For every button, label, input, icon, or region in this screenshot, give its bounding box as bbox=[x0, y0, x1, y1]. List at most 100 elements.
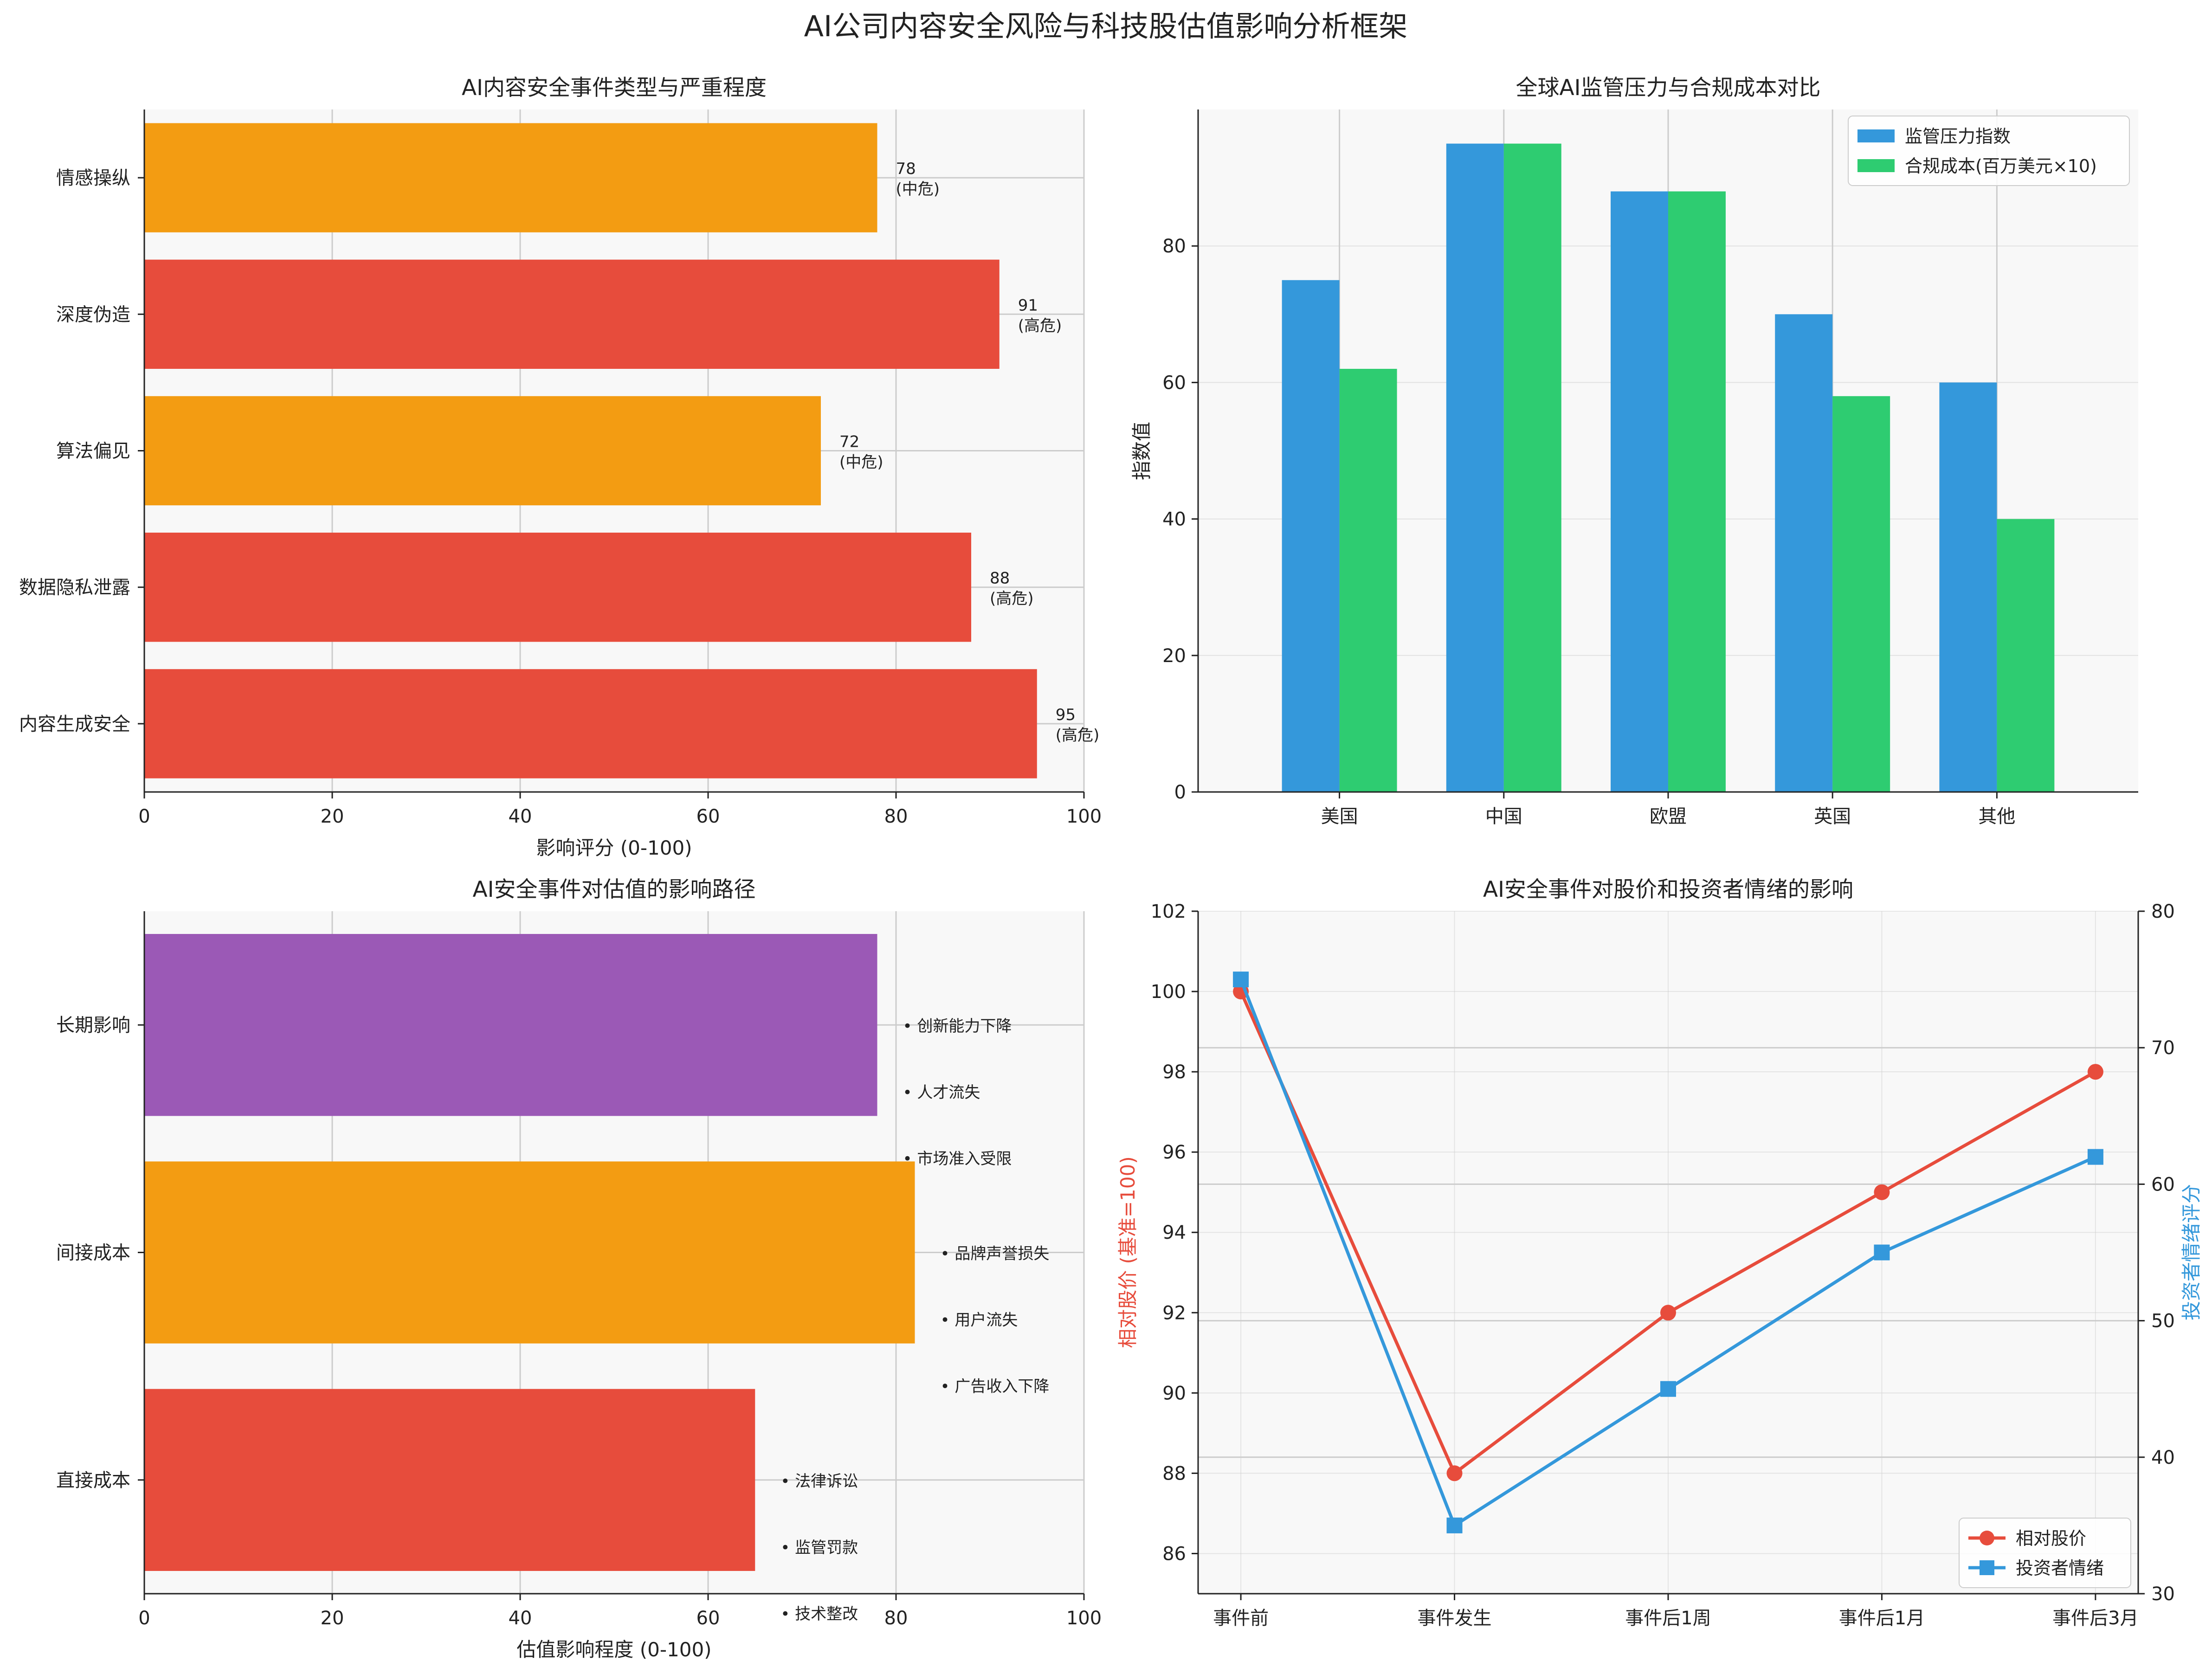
timeline-point bbox=[1660, 1305, 1676, 1321]
timeline-legend-marker bbox=[1980, 1560, 1994, 1575]
paths-detail-label: • 创新能力下降 bbox=[903, 1017, 1012, 1036]
timeline-plot-area bbox=[1198, 911, 2138, 1594]
regulation-bar bbox=[1446, 143, 1504, 792]
timeline-point bbox=[1874, 1184, 1890, 1200]
incidents-tick-label-x: 40 bbox=[509, 806, 532, 827]
regulation-bar bbox=[1997, 519, 2055, 792]
regulation-bar bbox=[1503, 143, 1561, 792]
timeline-tick-label-left: 94 bbox=[1162, 1222, 1186, 1243]
paths-detail-label: • 市场准入受限 bbox=[903, 1150, 1012, 1168]
timeline-tick-label-left: 88 bbox=[1162, 1463, 1186, 1484]
regulation-legend-label: 监管压力指数 bbox=[1905, 126, 2011, 147]
timeline-tick-label-right: 60 bbox=[2151, 1174, 2175, 1195]
timeline-tick-label-left: 98 bbox=[1162, 1062, 1186, 1083]
regulation-bar bbox=[1339, 368, 1397, 792]
paths-detail-label: • 技术整改 bbox=[780, 1605, 858, 1623]
paths-category-label: 间接成本 bbox=[56, 1242, 130, 1264]
regulation-category-label: 美国 bbox=[1321, 806, 1358, 827]
timeline-tick-label-x: 事件发生 bbox=[1418, 1608, 1492, 1629]
incidents-bar bbox=[144, 259, 1000, 369]
timeline-tick-label-right: 70 bbox=[2151, 1037, 2175, 1059]
incidents-level-label: (高危) bbox=[990, 590, 1034, 608]
incidents-x-axis-label: 影响评分 (0-100) bbox=[536, 837, 692, 859]
regulation-category-label: 英国 bbox=[1814, 806, 1851, 827]
paths-tick-label-x: 80 bbox=[884, 1608, 908, 1629]
regulation-bar bbox=[1775, 314, 1833, 792]
paths-title: AI安全事件对估值的影响路径 bbox=[472, 877, 755, 902]
regulation-title: 全球AI监管压力与合规成本对比 bbox=[1516, 75, 1820, 101]
incidents-value-label: 95 bbox=[1056, 706, 1076, 724]
incidents-tick-label-x: 60 bbox=[696, 806, 720, 827]
figure-title: AI公司内容安全风险与科技股估值影响分析框架 bbox=[804, 9, 1408, 43]
regulation-legend-swatch bbox=[1857, 129, 1895, 142]
timeline-tick-label-left: 90 bbox=[1162, 1383, 1186, 1404]
regulation-legend-label: 合规成本(百万美元×10) bbox=[1905, 156, 2097, 176]
incidents-value-label: 72 bbox=[839, 433, 859, 451]
incidents-value-label: 91 bbox=[1018, 296, 1038, 315]
chart-incidents: 0 20 40 60 80 100 内容生成安全 95 (高危) 数据隐私泄露 88 (高危) 算法偏见… bbox=[19, 75, 1102, 859]
timeline-legend-label: 投资者情绪 bbox=[2016, 1558, 2104, 1578]
paths-detail-label: • 品牌声誉损失 bbox=[941, 1245, 1050, 1263]
timeline-point bbox=[2087, 1149, 2103, 1165]
timeline-point bbox=[1446, 1465, 1463, 1481]
incidents-category-label: 深度伪造 bbox=[56, 304, 130, 325]
chart-timeline: 86 88 90 92 94 96 98 100 102 30 40 50 60 70 80 事件前 事件发生 事… bbox=[1116, 877, 2203, 1629]
regulation-category-label: 欧盟 bbox=[1650, 806, 1687, 827]
incidents-bar bbox=[144, 669, 1037, 779]
regulation-legend-swatch bbox=[1857, 159, 1895, 172]
timeline-tick-label-right: 80 bbox=[2151, 901, 2175, 922]
incidents-level-label: (高危) bbox=[1056, 726, 1100, 745]
timeline-point bbox=[1660, 1381, 1676, 1397]
paths-tick-label-x: 100 bbox=[1066, 1608, 1102, 1629]
paths-x-axis-label: 估值影响程度 (0-100) bbox=[516, 1638, 711, 1661]
incidents-level-label: (高危) bbox=[1018, 316, 1062, 335]
paths-category-label: 直接成本 bbox=[56, 1470, 130, 1491]
regulation-tick-label-y: 80 bbox=[1162, 236, 1186, 257]
regulation-tick-label-y: 0 bbox=[1174, 782, 1186, 803]
timeline-y-axis-label-left: 相对股价 (基准=100) bbox=[1116, 1156, 1139, 1348]
timeline-tick-label-left: 100 bbox=[1151, 981, 1186, 1003]
regulation-category-label: 中国 bbox=[1485, 806, 1522, 827]
timeline-point bbox=[1874, 1244, 1890, 1261]
chart-paths: 0 20 40 60 80 100 直接成本 • 法律诉讼 • 监管罚款 • 技术整改 间接成本 • … bbox=[56, 877, 1102, 1661]
incidents-level-label: (中危) bbox=[896, 180, 940, 199]
incidents-value-label: 78 bbox=[896, 160, 916, 178]
timeline-tick-label-left: 102 bbox=[1151, 901, 1186, 922]
regulation-tick-label-y: 60 bbox=[1162, 372, 1186, 393]
timeline-point bbox=[1446, 1517, 1463, 1533]
regulation-tick-label-y: 20 bbox=[1162, 645, 1186, 667]
timeline-tick-label-x: 事件后3月 bbox=[2052, 1608, 2138, 1629]
paths-bar bbox=[144, 1389, 755, 1571]
incidents-tick-label-x: 20 bbox=[321, 806, 344, 827]
paths-tick-label-x: 60 bbox=[696, 1608, 720, 1629]
timeline-point bbox=[1233, 972, 1249, 988]
incidents-tick-label-x: 100 bbox=[1066, 806, 1102, 827]
incidents-category-label: 数据隐私泄露 bbox=[19, 577, 130, 599]
paths-bar bbox=[144, 934, 877, 1116]
incidents-bar bbox=[144, 123, 877, 232]
paths-detail-label: • 法律诉讼 bbox=[780, 1472, 858, 1491]
incidents-category-label: 内容生成安全 bbox=[19, 714, 130, 735]
regulation-bar bbox=[1939, 382, 1997, 792]
paths-detail-label: • 广告收入下降 bbox=[941, 1377, 1050, 1396]
paths-tick-label-x: 0 bbox=[138, 1608, 150, 1629]
regulation-legend bbox=[1848, 116, 2130, 186]
timeline-tick-label-x: 事件后1月 bbox=[1839, 1608, 1925, 1629]
timeline-title: AI安全事件对股价和投资者情绪的影响 bbox=[1483, 877, 1853, 902]
timeline-point bbox=[2087, 1064, 2103, 1080]
incidents-tick-label-x: 80 bbox=[884, 806, 908, 827]
timeline-tick-label-left: 96 bbox=[1162, 1142, 1186, 1163]
incidents-level-label: (中危) bbox=[839, 453, 884, 472]
timeline-tick-label-left: 86 bbox=[1162, 1543, 1186, 1564]
regulation-y-axis-label: 指数值 bbox=[1130, 422, 1153, 480]
regulation-bar bbox=[1832, 396, 1890, 792]
paths-tick-label-x: 40 bbox=[509, 1608, 532, 1629]
timeline-tick-label-x: 事件后1周 bbox=[1625, 1608, 1711, 1629]
timeline-tick-label-left: 92 bbox=[1162, 1302, 1186, 1324]
paths-detail-label: • 人才流失 bbox=[903, 1083, 980, 1102]
incidents-bar bbox=[144, 396, 821, 506]
timeline-tick-label-right: 40 bbox=[2151, 1447, 2175, 1468]
